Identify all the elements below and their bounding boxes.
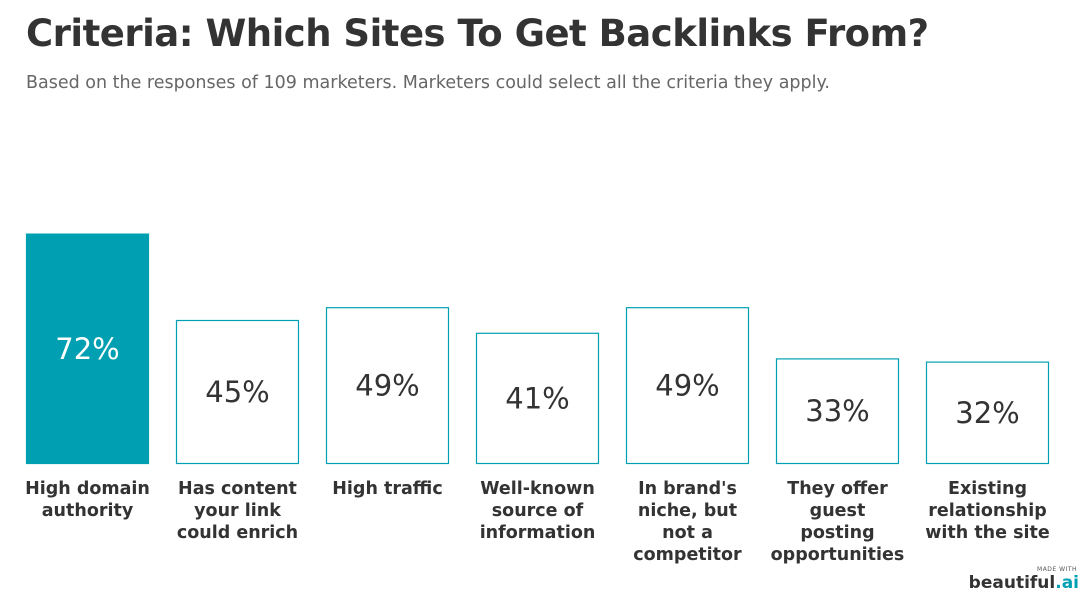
watermark-label: MADE WITH: [1037, 566, 1077, 573]
watermark-suffix: .ai: [1055, 573, 1079, 593]
watermark: beautiful.ai: [969, 573, 1079, 593]
value-label: 72%: [55, 332, 119, 366]
category-label: Has content your link could enrich: [176, 479, 299, 543]
watermark-brand: beautiful: [968, 573, 1056, 593]
category-label: High domain authority: [25, 479, 150, 521]
category-label: Well-known source of information: [479, 479, 596, 543]
bar: [775, 358, 900, 465]
category-label: They offer guest posting opportunities: [770, 479, 905, 565]
chart-title: Criteria: Which Sites To Get Backlinks F…: [26, 12, 929, 55]
bar: [625, 307, 750, 465]
value-label: 49%: [355, 369, 419, 403]
value-label: 49%: [655, 369, 719, 403]
chart-subtitle: Based on the responses of 109 marketers.…: [26, 73, 830, 93]
value-label: 33%: [805, 394, 869, 428]
category-label: High traffic: [332, 479, 443, 499]
value-label: 32%: [955, 396, 1019, 430]
bar: [475, 332, 600, 465]
bar: [325, 307, 450, 465]
category-label: Existing relationship with the site: [925, 479, 1050, 543]
value-label: 45%: [205, 375, 269, 409]
bar: [175, 319, 300, 465]
category-label: In brand's niche, but not a competitor: [633, 479, 742, 565]
bar: [25, 233, 150, 465]
bar: [925, 361, 1050, 465]
value-label: 41%: [505, 381, 569, 415]
